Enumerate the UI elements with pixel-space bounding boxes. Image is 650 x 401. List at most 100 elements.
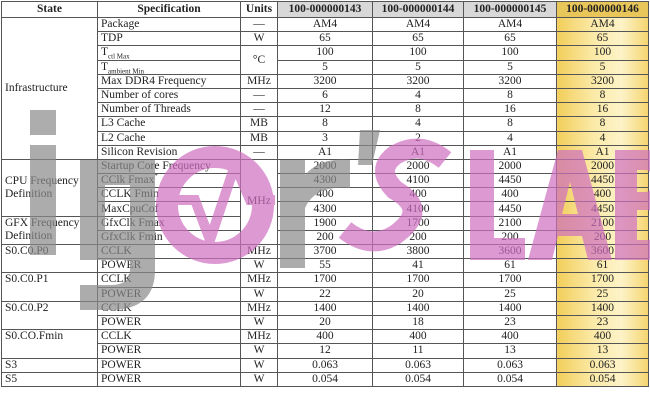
value-cell-highlighted: 4 (556, 130, 649, 146)
value-cell: 25 (463, 286, 557, 302)
units-cell: MHz (240, 272, 278, 288)
table-row: POWER W 20 18 23 23 (2, 314, 649, 331)
value-cell: 1400 (277, 300, 373, 316)
units-cell: — (240, 16, 278, 33)
value-cell: A1 (277, 144, 373, 160)
value-cell: 8 (463, 87, 557, 104)
value-cell-highlighted: 25 (556, 286, 649, 302)
value-cell: AM4 (372, 16, 464, 33)
value-cell: 3 (277, 130, 373, 146)
table-row: S0.CO.Fmin CCLK MHz 400 400 400 400 (1, 329, 649, 359)
units-cell: — (240, 87, 278, 104)
units-cell: MHz (240, 329, 278, 345)
header-specification: Specification (97, 1, 241, 18)
value-cell: 3800 (372, 243, 464, 260)
value-cell: 65 (277, 31, 373, 47)
header-part: 100-000000143 (277, 1, 373, 18)
units-cell: MB (240, 116, 278, 132)
spec-cell: TDP (97, 31, 241, 47)
value-cell: 1700 (372, 215, 464, 231)
units-cell: MHz (240, 158, 278, 246)
header-row: State Specification Units 100-000000143 … (1, 1, 649, 18)
value-cell-highlighted: 1700 (556, 272, 649, 288)
state-cell: S0.C0.P2 (1, 300, 98, 331)
value-cell: 0.054 (277, 371, 373, 387)
spec-cell: L3 Cache (97, 116, 241, 132)
state-cell: S5 (1, 371, 98, 387)
value-cell: 3200 (372, 73, 464, 89)
value-cell-highlighted: 65 (556, 31, 649, 47)
value-cell: 65 (463, 31, 557, 47)
value-cell: 8 (463, 116, 557, 132)
value-cell: 400 (372, 329, 464, 345)
value-cell-highlighted: 5 (556, 59, 649, 75)
value-cell: 1400 (463, 300, 557, 316)
header-units: Units (240, 1, 278, 18)
value-cell: 0.063 (463, 357, 557, 373)
value-cell: 1400 (372, 300, 464, 316)
value-cell: 22 (277, 286, 373, 302)
value-cell: A1 (372, 144, 464, 160)
table-row: CCLK Fmin 400 400 400 400 (2, 187, 649, 203)
value-cell: 4300 (277, 173, 373, 189)
table-row: Number of Threads —12 8 16 16 (2, 102, 649, 118)
value-cell-highlighted: 1400 (556, 300, 649, 316)
spec-cell: Startup Core Frequency (97, 158, 241, 175)
state-cell: CPU Frequency Definition (1, 158, 98, 217)
value-cell-highlighted: 4450 (556, 201, 649, 217)
table-row: L3 Cache MB 8 4 8 8 (2, 116, 649, 132)
value-cell: 16 (463, 102, 557, 118)
value-cell: 6 (277, 87, 373, 104)
table-row: Max DDR4 Frequency MHz 3200 3200 3200 3200 (2, 73, 649, 89)
state-cell: GFX Frequency Definition (1, 215, 98, 246)
value-cell: 2000 (372, 158, 464, 175)
spec-cell: POWER (97, 286, 241, 302)
spec-cell: CCLK (97, 300, 241, 316)
value-cell: 2000 (277, 158, 373, 175)
table-row: S0.C0.P0 CCLK MHz 3700 3800 3600 3600 (1, 243, 649, 274)
value-cell: AM4 (463, 16, 557, 33)
value-cell: 1700 (463, 272, 557, 288)
spec-cell: Tambient Min (97, 59, 241, 75)
value-cell: 4300 (277, 201, 373, 217)
value-cell: 5 (277, 59, 373, 75)
spec-table: State Specification Units 100-000000143 … (1, 1, 649, 387)
table-row: CClk Fmax* 4300 4100 4450 4450 (2, 173, 649, 189)
value-cell-highlighted: 8 (556, 87, 649, 104)
value-cell: 3200 (463, 73, 557, 89)
value-cell-highlighted: 3200 (556, 73, 649, 89)
value-cell: 8 (277, 116, 373, 132)
state-cell: S0.C0.P1 (1, 272, 98, 302)
value-cell: 5 (463, 59, 557, 75)
spec-cell: CCLK Fmin (97, 187, 241, 203)
state-cell: Infrastructure (1, 17, 98, 160)
value-cell: 100 (463, 45, 557, 61)
header-part: 100-000000144 (372, 1, 464, 18)
value-cell-highlighted: 13 (556, 343, 649, 359)
units-cell: MB (240, 130, 278, 146)
table-row: TDP W 65 65 65 65 (2, 31, 649, 47)
units-cell: — (240, 144, 278, 160)
value-cell: 13 (463, 343, 557, 359)
header-state: State (1, 1, 98, 18)
value-cell: 4 (463, 130, 557, 146)
units-cell: MHz (240, 243, 278, 260)
value-cell-highlighted: 23 (556, 314, 649, 331)
table-row: POWER W 12 11 13 13 (2, 343, 649, 359)
value-cell: 12 (277, 102, 373, 118)
spec-cell: GfxClk Fmax (97, 215, 241, 231)
spec-subscript: ambient Min (108, 66, 144, 75)
value-cell: 4450 (463, 173, 557, 189)
value-cell: 200 (277, 229, 373, 246)
table-row: POWER W 22 20 25 25 (2, 286, 649, 302)
value-cell: 3700 (277, 243, 373, 260)
spec-cell: CCLK (97, 329, 241, 345)
spec-cell: Package (97, 16, 241, 33)
spec-cell: Silicon Revision (97, 144, 241, 160)
state-cell: S0.CO.Fmin (1, 329, 98, 359)
spec-cell: GfxClk Fmin (97, 229, 241, 246)
value-cell: AM4 (277, 16, 373, 33)
value-cell-highlighted: 2100 (556, 215, 649, 231)
value-cell: 65 (372, 31, 464, 47)
spec-cell: L2 Cache (97, 130, 241, 146)
